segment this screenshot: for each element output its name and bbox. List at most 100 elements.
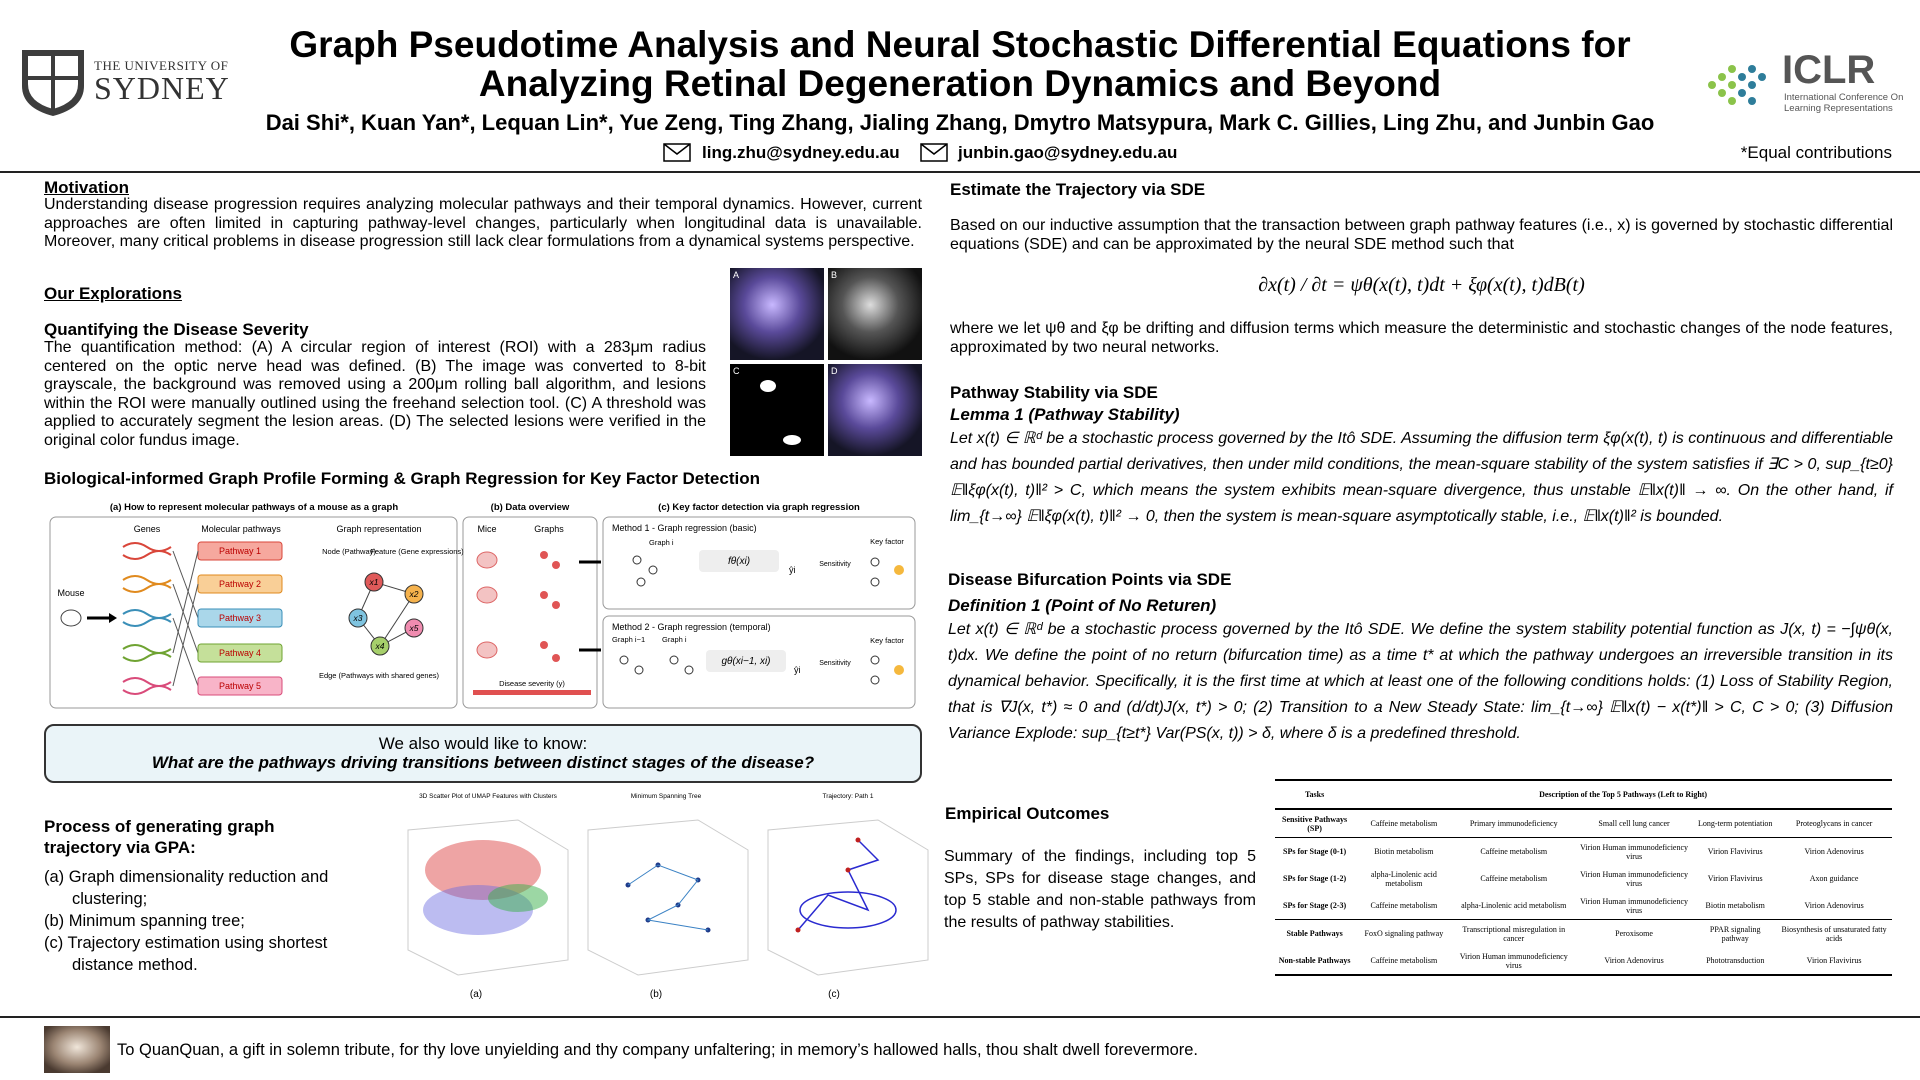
figure-label: Mice [477,524,496,534]
graph-node [404,618,424,638]
node-label: x5 [409,623,419,633]
table-cell: Caffeine metabolism [1370,956,1438,965]
panel-label: C [733,366,740,376]
section-heading: Pathway Stability via SDE [950,383,1158,402]
table-cell: Biotin metabolism [1374,847,1434,856]
email: ling.zhu@sydney.edu.au [702,143,900,162]
caption: (c) [828,989,840,1000]
section-heading: Motivation [44,178,129,197]
paragraph: Understanding disease progression requir… [44,196,922,250]
table-cell: Phototransduction [1706,956,1765,965]
iclr-subtitle: International Conference On [1784,92,1904,103]
section-heading: Our Explorations [44,284,182,303]
definition-title: Definition 1 (Point of No Returen) [948,596,1217,615]
table-cell: Peroxisome [1615,929,1653,938]
table-cell: alpha-Linolenic acid metabolism [1461,901,1567,910]
university-crest [22,50,84,116]
table-cell: Virion Adenovirus [1804,847,1864,856]
table-cell: Virion Adenovirus [1604,956,1664,965]
table-cell: PPAR signaling pathway [1709,924,1761,943]
table-cell: Virion Human immunodeficiency virus [1580,869,1689,888]
university-name-small: THE UNIVERSITY OF [94,58,229,73]
figure-label: fθ(xi) [728,556,750,567]
graph-node [404,584,424,604]
graph-node [364,572,384,592]
row-label: Sensitive Pathways (SP) [1282,814,1348,833]
table-row: Non-stable Pathways Caffeine metabolism Vi… [1275,947,1892,975]
plot-title: 3D Scatter Plot of UMAP Features with Cl… [419,793,558,800]
dna-strand [122,550,172,560]
table-cell: FoxO signaling pathway [1364,929,1444,938]
figure-label: Sensitivity [819,660,851,667]
cat-photo [44,1026,110,1073]
email-icon [920,143,948,162]
iclr-subtitle: Learning Representations [1784,103,1893,114]
outcomes-table: Tasks Description of the Top 5 Pathways (… [1275,779,1892,976]
section-heading: Estimate the Trajectory via SDE [950,180,1206,199]
figure-label: Method 2 - Graph regression (temporal) [612,622,771,632]
plot-title: Minimum Spanning Tree [631,793,702,800]
table-cell: Caffeine metabolism [1370,819,1438,828]
dna-strand [122,609,172,619]
subheading: Biological-informed Graph Profile Formin… [44,469,760,488]
connector [172,550,199,654]
iclr-icon [1708,65,1766,105]
table-row: SPs for Stage (0-1) Biotin metabolism Caff… [1275,838,1892,866]
table-cell: Biosynthesis of unsaturated fatty acids [1781,924,1887,943]
dna-strand [122,542,172,552]
section-heading: Disease Bifurcation Points via SDE [948,570,1232,589]
figure-label: Graph i [649,538,674,547]
graph-node [370,636,390,656]
email: junbin.gao@sydney.edu.au [958,143,1178,162]
dna-strand [122,652,172,662]
table-cell: Caffeine metabolism [1480,874,1548,883]
table-cell: Virion Flavivirus [1707,874,1763,883]
pathway-label: Pathway 1 [219,546,261,556]
table-row: SPs for Stage (1-2) alpha-Linolenic acid … [1275,865,1892,892]
figure-label: Feature (Gene expressions) [370,547,464,556]
panel-label: A [733,270,739,280]
figure-label: Molecular pathways [201,524,281,534]
row-label: SPs for Stage (2-3) [1283,901,1347,910]
node-label: x2 [409,589,419,599]
figure-label: Key factor [870,537,904,546]
equal-contribution-note: *Equal contributions [1740,143,1892,162]
question: What are the pathways driving transition… [151,753,815,772]
table-cell: Virion Human immunodeficiency virus [1580,896,1689,915]
list-item: (a) Graph dimensionality reduction and c… [44,868,329,908]
lemma-text: Let x(t) ∈ ℝᵈ be a stochastic process go… [950,430,1893,525]
connector [172,550,199,619]
row-label: Non-stable Pathways [1278,956,1351,965]
caption: (a) [470,989,482,1000]
panel-title: (b) Data overview [491,502,570,513]
table-cell: Long-term potentiation [1697,819,1773,828]
figure-label: Graph i−1 [612,635,645,644]
list-item: (b) Minimum spanning tree; [44,912,245,930]
figure-label: Key factor [870,636,904,645]
node-label: x1 [369,577,379,587]
pathway-box [197,643,283,663]
dna-strand [122,575,172,585]
figure-label: gθ(xi−1, xi) [721,656,770,667]
graph-regression-figure: (a) How to represent molecular pathways … [49,502,916,709]
dna-strand [122,583,172,593]
list-item: (c) Trajectory estimation using shortest… [44,934,328,974]
figure-label: Edge (Pathways with shared genes) [319,671,440,680]
email-icon [663,143,691,162]
paragraph: Summary of the findings, including top 5… [944,848,1256,931]
header-cell: Tasks [1304,790,1325,799]
figure-label: Genes [134,524,161,534]
table-cell: Caffeine metabolism [1480,847,1548,856]
pathway-label: Pathway 5 [219,681,261,691]
plot-title: Trajectory: Path 1 [822,793,873,800]
authors: Dai Shi*, Kuan Yan*, Lequan Lin*, Yue Ze… [265,110,1655,135]
section-heading: Empirical Outcomes [945,804,1110,823]
pathway-label: Pathway 2 [219,579,261,589]
row-label: Stable Pathways [1286,929,1343,938]
title-line-2: Analyzing Retinal Degeneration Dynamics … [478,63,1442,104]
university-name: SYDNEY [94,70,230,106]
table-cell: Small cell lung cancer [1598,819,1670,828]
node-label: x4 [375,641,385,651]
figure-label: Method 1 - Graph regression (basic) [612,523,757,533]
